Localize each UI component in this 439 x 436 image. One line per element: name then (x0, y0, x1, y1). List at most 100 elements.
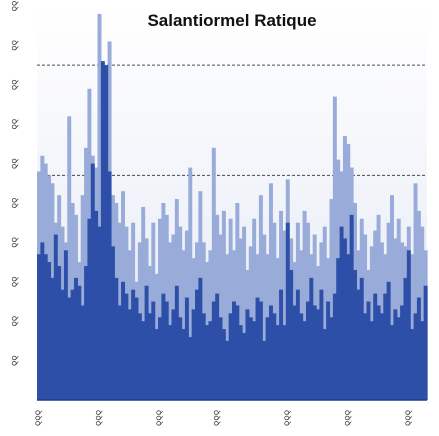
bar-series-2-43 (181, 329, 186, 400)
bar-series-1-112 (413, 183, 418, 400)
bar-series-2-9 (67, 297, 72, 400)
bar-series-2-108 (400, 305, 405, 400)
bar-series-2-100 (373, 293, 378, 400)
bar-series-2-29 (134, 297, 139, 400)
bar-series-2-40 (171, 309, 176, 400)
bar-series-2-52 (211, 301, 216, 400)
bar-series-2-17 (94, 210, 99, 400)
bar-series-2-97 (363, 313, 368, 400)
bar-series-2-19 (100, 61, 105, 400)
bar-series-1-45 (188, 167, 193, 400)
bar-series-1-18 (97, 13, 102, 400)
bar-series-2-99 (369, 321, 374, 400)
bar-series-2-91 (342, 238, 347, 400)
bar-series-2-76 (292, 305, 297, 400)
bar-series-2-3 (47, 262, 52, 400)
bar-series-2-112 (413, 313, 418, 400)
bar-series-2-60 (238, 325, 243, 400)
bar-series-2-85 (322, 329, 327, 400)
bar-series-2-66 (258, 301, 263, 400)
bar-series-1-64 (252, 218, 257, 400)
bar-series-1-9 (67, 116, 72, 400)
bar-series-2-115 (423, 285, 428, 400)
y-tick-label: ꝺꝺ (9, 40, 19, 51)
x-tick-label: ꝺꝺꝺ (154, 410, 164, 426)
bar-series-2-39 (168, 325, 173, 400)
bar-series-2-58 (232, 301, 236, 400)
bar-series-2-61 (242, 333, 247, 400)
bar-series-2-102 (379, 313, 384, 400)
x-tick-label: ꝺꝺꝺ (403, 410, 413, 426)
bar-series-2-70 (272, 313, 277, 400)
bar-series-2-104 (386, 281, 391, 400)
bar-series-2-45 (188, 336, 193, 400)
bar-series-2-86 (326, 301, 331, 400)
bar-series-1-114 (420, 226, 425, 400)
bar-series-2-59 (235, 305, 240, 400)
y-tick-label: ꝺꝺ (9, 119, 19, 130)
bar-series-2-49 (201, 313, 206, 400)
bar-series-1-73 (282, 230, 287, 400)
bar-series-1-107 (396, 218, 401, 400)
bar-series-2-51 (208, 321, 213, 400)
bar-series-2-103 (383, 293, 388, 400)
bar-series-2-7 (60, 289, 65, 400)
bar-series-1-105 (390, 195, 394, 400)
bar-series-2-56 (225, 340, 230, 400)
bar-series-2-10 (70, 289, 75, 400)
bar-series-2-5 (53, 234, 58, 400)
bar-series-2-2 (43, 254, 48, 400)
bar-series-2-27 (127, 309, 132, 400)
bar-series-2-63 (248, 317, 253, 400)
bar-series-2-79 (302, 321, 307, 400)
bar-series-1-57 (228, 218, 233, 400)
bar-series-2-109 (403, 277, 408, 400)
bar-series-2-111 (410, 329, 415, 400)
bar-series-2-105 (390, 325, 394, 400)
chart-title: Salantiormel Ratique (147, 11, 316, 30)
bar-series-1-79 (302, 210, 307, 400)
bar-series-2-54 (218, 317, 223, 400)
bar-series-2-32 (144, 285, 149, 400)
bar-series-1-39 (168, 242, 173, 400)
bar-series-2-82 (312, 305, 317, 400)
x-tick-label: ꝺꝺꝺ (342, 410, 352, 426)
bar-series-2-69 (268, 305, 273, 400)
y-tick-label: ꝺꝺ (9, 237, 19, 248)
bar-series-2-77 (295, 289, 300, 400)
bar-series-2-33 (147, 313, 152, 400)
bar-series-2-98 (366, 301, 371, 400)
bar-series-2-101 (376, 305, 381, 400)
bar-series-2-50 (205, 325, 210, 400)
x-tick-label: ꝺꝺꝺ (93, 410, 103, 426)
bar-series-1-55 (221, 210, 226, 400)
bar-series-2-30 (137, 313, 142, 400)
y-tick-label: ꝺꝺ (9, 276, 19, 287)
bar-series-2-22 (110, 246, 115, 400)
bar-series-2-94 (353, 269, 357, 400)
bar-series-1-43 (181, 250, 186, 400)
bar-series-2-13 (80, 305, 85, 400)
bar-series-2-72 (279, 289, 284, 400)
bar-series-2-31 (141, 321, 146, 400)
y-tick-label: ꝺꝺ (9, 355, 19, 366)
bar-series-2-1 (40, 242, 45, 400)
bar-series-2-88 (332, 293, 337, 400)
bar-series-2-107 (396, 317, 401, 400)
bar-series-1-85 (322, 226, 327, 400)
y-tick-label: ꝺꝺ (9, 79, 19, 90)
bar-series-1-66 (258, 195, 263, 400)
y-axis-tick-labels: ꝺꝺ ꝺꝺ ꝺꝺ ꝺꝺ ꝺꝺ ꝺꝺ ꝺꝺ ꝺꝺ ꝺꝺ ꝺꝺ (9, 1, 19, 366)
x-tick-label: ꝺꝺꝺ (33, 410, 43, 426)
bar-series-2-73 (282, 325, 287, 400)
bar-series-1-52 (211, 147, 216, 400)
bar-series-2-114 (420, 321, 425, 400)
bar-series-1-61 (242, 226, 247, 400)
bar-series-2-18 (97, 226, 102, 400)
bar-series-2-47 (195, 289, 199, 400)
bar-series-2-96 (359, 277, 364, 400)
bar-series-2-20 (104, 65, 109, 400)
x-axis-tick-labels: ꝺꝺꝺ ꝺꝺꝺ ꝺꝺꝺ ꝺꝺꝺ ꝺꝺꝺ ꝺꝺꝺ ꝺꝺꝺ (33, 410, 413, 426)
bar-series-1-36 (158, 218, 162, 400)
